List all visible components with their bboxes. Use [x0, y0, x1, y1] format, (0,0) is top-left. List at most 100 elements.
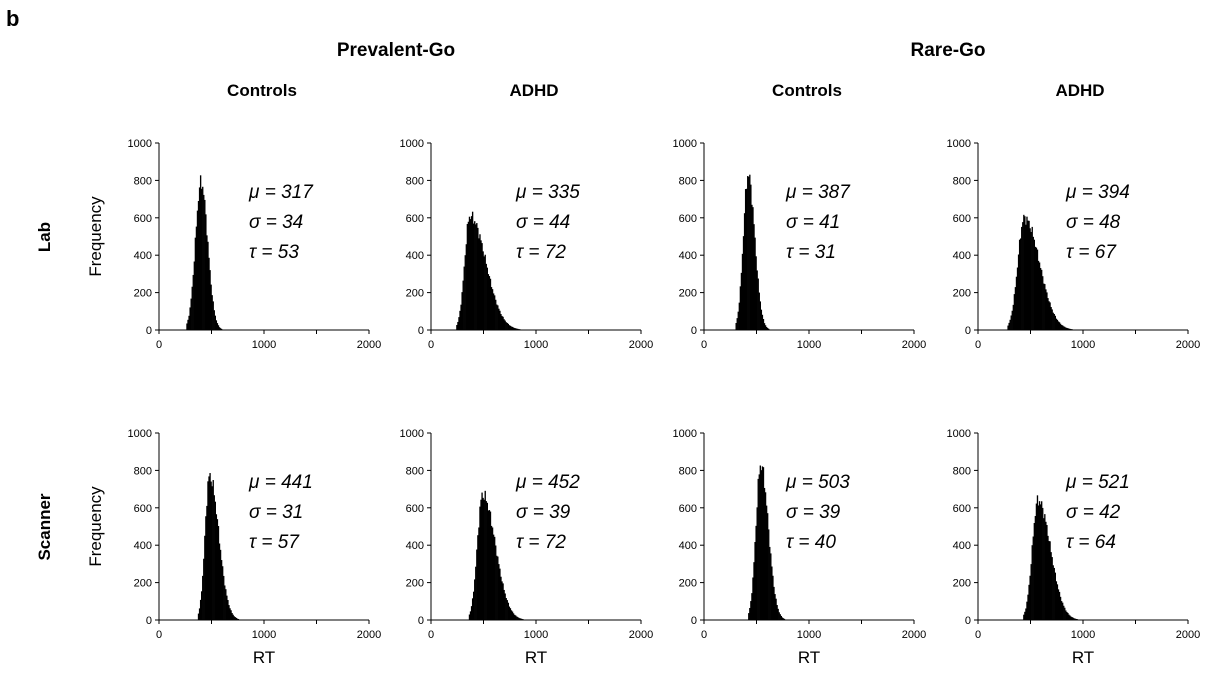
- histogram-bar: [774, 594, 776, 620]
- histogram-bar: [211, 295, 213, 330]
- histogram-bar: [212, 301, 214, 330]
- y-tick-label: 0: [691, 615, 697, 627]
- histogram-bar: [1046, 525, 1048, 620]
- histogram-bar: [515, 328, 517, 330]
- histogram-bar: [1027, 594, 1029, 620]
- y-tick-label: 600: [679, 213, 697, 225]
- histogram-bar: [1048, 301, 1050, 330]
- y-tick-label: 600: [406, 213, 424, 225]
- x-tick-label: 0: [701, 339, 707, 351]
- histogram-bar: [762, 467, 765, 620]
- stat-annotation: τ = 72: [516, 532, 566, 553]
- histogram-bar: [1052, 565, 1054, 620]
- stat-annotation: μ = 452: [515, 472, 580, 493]
- histogram-bar: [750, 184, 752, 330]
- stat-annotation: τ = 64: [1066, 532, 1116, 553]
- histogram-bar: [518, 329, 520, 330]
- histogram-bar: [740, 272, 743, 330]
- histogram-bar: [759, 465, 761, 620]
- y-tick-label: 200: [953, 288, 971, 300]
- histogram-bar: [470, 606, 473, 620]
- histogram-bar: [772, 575, 774, 620]
- histogram-bar: [489, 511, 492, 620]
- histogram-bar: [457, 321, 459, 330]
- histogram-bar: [490, 287, 493, 330]
- histogram-bar: [762, 318, 765, 330]
- x-tick-label: 2000: [357, 629, 381, 641]
- histogram-bar: [510, 610, 513, 620]
- y-tick-label: 600: [406, 503, 424, 515]
- histogram-bar: [508, 325, 511, 330]
- y-tick-label: 400: [406, 250, 424, 262]
- histogram-bar: [1009, 319, 1011, 330]
- histogram-bar: [191, 286, 193, 330]
- histogram-bar: [515, 615, 517, 620]
- histogram-bar: [770, 553, 772, 620]
- y-tick-label: 600: [134, 503, 152, 515]
- histogram-bar: [203, 194, 205, 330]
- stat-annotation: σ = 31: [249, 502, 303, 523]
- histogram-bar: [746, 188, 748, 330]
- y-tick-label: 800: [679, 465, 697, 477]
- histogram-bar: [1058, 322, 1061, 330]
- histogram-bar: [496, 304, 498, 330]
- x-tick-label: 0: [975, 339, 981, 351]
- y-tick-label: 1000: [673, 428, 697, 440]
- histogram-bar: [213, 495, 215, 620]
- histogram-bar: [202, 575, 204, 620]
- histogram-bar: [513, 614, 516, 620]
- y-tick-label: 1000: [400, 138, 424, 150]
- histogram-bar: [1032, 536, 1034, 620]
- histogram-bar: [768, 328, 770, 330]
- histogram-bar: [481, 492, 483, 620]
- histogram-bar: [478, 238, 480, 330]
- histogram-bar: [777, 608, 779, 620]
- histogram-bar: [1065, 610, 1067, 620]
- y-tick-label: 200: [406, 288, 424, 300]
- histogram-panel-6: 0 200 400 600 800 1000 0 1000 2000 RT μ = 452 σ = 3…: [400, 428, 654, 667]
- histogram-bar: [223, 575, 225, 620]
- histogram-bar: [753, 562, 755, 620]
- stat-annotation: τ = 31: [786, 242, 836, 263]
- histogram-bar: [202, 186, 204, 330]
- y-tick-label: 400: [134, 250, 152, 262]
- histogram-panel-1: 0 200 400 600 800 1000 0 1000 2000 Frequency μ = 3…: [86, 138, 381, 351]
- histogram-bar: [481, 243, 483, 330]
- y-tick-label: 0: [965, 615, 971, 627]
- histogram-bar: [483, 499, 485, 620]
- y-tick-label: 0: [418, 325, 424, 337]
- histogram-bar: [1037, 260, 1040, 330]
- histogram-bar: [232, 614, 234, 620]
- histogram-bar: [1064, 326, 1066, 330]
- histogram-bar: [205, 516, 207, 620]
- stat-annotation: μ = 503: [785, 472, 850, 493]
- histogram-bar: [188, 315, 190, 330]
- histogram-panel-7: 0 200 400 600 800 1000 0 1000 2000 RT μ = 503 σ = 3…: [673, 428, 927, 667]
- histogram-bar: [1017, 254, 1020, 330]
- y-tick-label: 1000: [947, 138, 971, 150]
- histogram-bar: [498, 564, 500, 620]
- histogram-bar: [505, 322, 507, 330]
- stat-annotation: τ = 40: [786, 532, 836, 553]
- histogram-bar: [1060, 324, 1063, 330]
- stat-annotation: σ = 41: [786, 212, 840, 233]
- histogram-bar: [194, 237, 197, 330]
- histogram-bar: [234, 617, 236, 620]
- histogram-bar: [229, 608, 231, 620]
- histogram-bar: [1056, 584, 1059, 620]
- histogram-bar: [1023, 614, 1025, 620]
- x-tick-label: 2000: [357, 339, 381, 351]
- histogram-bar: [1071, 617, 1073, 620]
- histogram-bar: [206, 235, 208, 330]
- histogram-bar: [739, 286, 742, 330]
- histogram-bar: [1064, 607, 1066, 620]
- histogram-bar: [1031, 545, 1033, 620]
- histogram-bar: [1065, 327, 1067, 330]
- histogram-bar: [236, 618, 239, 620]
- y-tick-label: 1000: [128, 138, 152, 150]
- x-tick-label: 1000: [797, 339, 821, 351]
- histogram-bar: [750, 601, 752, 620]
- histogram-bar: [782, 618, 785, 620]
- histogram-bar: [470, 216, 473, 330]
